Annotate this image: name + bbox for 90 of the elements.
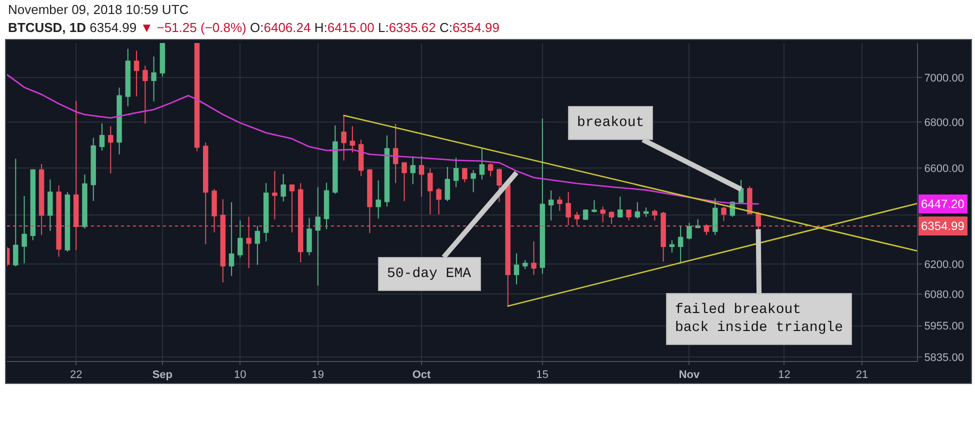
chart-subtitle: BTCUSD, 1D [8,20,86,35]
candlestick [531,240,536,276]
candlestick [488,162,494,177]
candlestick [643,207,649,218]
candlestick [479,148,485,180]
candlestick [99,123,105,152]
candlestick [514,252,520,285]
text: 6354.99 ▼ −51.25 (−0.8%) O:6406.24 H:6415.00 L:6335.62 C:6354.99 [90,20,500,35]
candlestick [280,174,286,202]
x-tick-label: 22 [70,369,82,382]
candlestick [393,123,398,184]
candlestick [582,208,588,221]
candlestick [444,166,450,202]
chart-title: November 09, 2018 10:59 UTC [8,1,190,18]
candlestick [618,196,623,218]
candlestick [712,198,718,236]
x-tick-label: 12 [778,369,790,382]
candlestick [600,206,606,223]
y-tick-label: 6200.00 [924,258,964,271]
candlestick [272,170,278,220]
candlestick [341,114,346,162]
candlestick [557,196,562,212]
candlestick [410,156,416,185]
candlestick [496,168,502,202]
candlestick [376,180,381,220]
x-tick-label: Sep [152,369,173,382]
candlestick [669,240,675,254]
candlestick [418,156,424,198]
annotation: 50-day EMA [387,266,472,282]
candlestick [82,174,88,229]
candlestick [151,56,156,102]
candlestick [315,186,321,286]
candlestick [13,158,18,267]
candlestick [228,202,234,276]
candlestick [350,126,356,153]
line-series [7,74,760,205]
x-tick-label: 21 [856,369,868,382]
candlestick [194,43,200,152]
candlestick [566,192,571,226]
candlestick [384,134,390,208]
candlestick [116,87,122,155]
candlestick [358,139,364,177]
candlestick [160,43,166,78]
candlestick [306,217,312,256]
annotation: breakout [577,115,644,131]
candlestick [721,206,726,222]
candlestick [652,208,658,221]
candlestick [142,65,148,124]
candlestick [108,126,114,174]
x-tick-label: 19 [312,369,324,382]
candlestick [436,187,442,215]
x-tick-label: Oct [412,369,432,382]
candlestick [428,168,433,215]
candlestick [522,259,528,270]
candlestick [686,222,692,240]
candlestick [592,200,597,213]
y-tick-label: 7000.00 [924,72,964,85]
candlestick [453,157,459,188]
y-tick-label: 6800.00 [924,117,964,130]
y-tick-label: 5835.00 [924,352,964,364]
candlestick [238,220,243,258]
candlestick [22,196,27,264]
candlestick [608,210,614,224]
annotation: 6447.20 [921,197,965,211]
candlestick [134,50,140,97]
candlestick [48,178,53,232]
candlestick [402,162,407,202]
x-tick-label: 15 [536,369,549,382]
y-tick-label: 6080.00 [924,288,964,301]
candlestick [324,182,330,230]
candlestick [64,192,70,252]
candlestick [678,226,684,264]
candlestick [332,125,338,194]
ref-line-label: 6354.99 [921,219,965,233]
y-tick-label: 6600.00 [924,162,964,175]
candlestick [90,137,96,202]
candlestick [263,182,269,242]
candlestick [254,225,260,266]
candlestick [626,208,632,221]
x-tick-label: 10 [234,369,246,382]
x-tick-label: Nov [678,369,700,382]
candlestick [548,190,554,221]
y-tick-label: 5955.00 [924,320,964,333]
candlestick [634,202,640,220]
candlestick [747,186,752,215]
candlestick [125,48,131,107]
annotation: failed breakout back inside triangle [675,302,844,336]
candlestick [30,168,36,241]
candlestick [462,167,468,183]
candlestick [470,170,476,193]
